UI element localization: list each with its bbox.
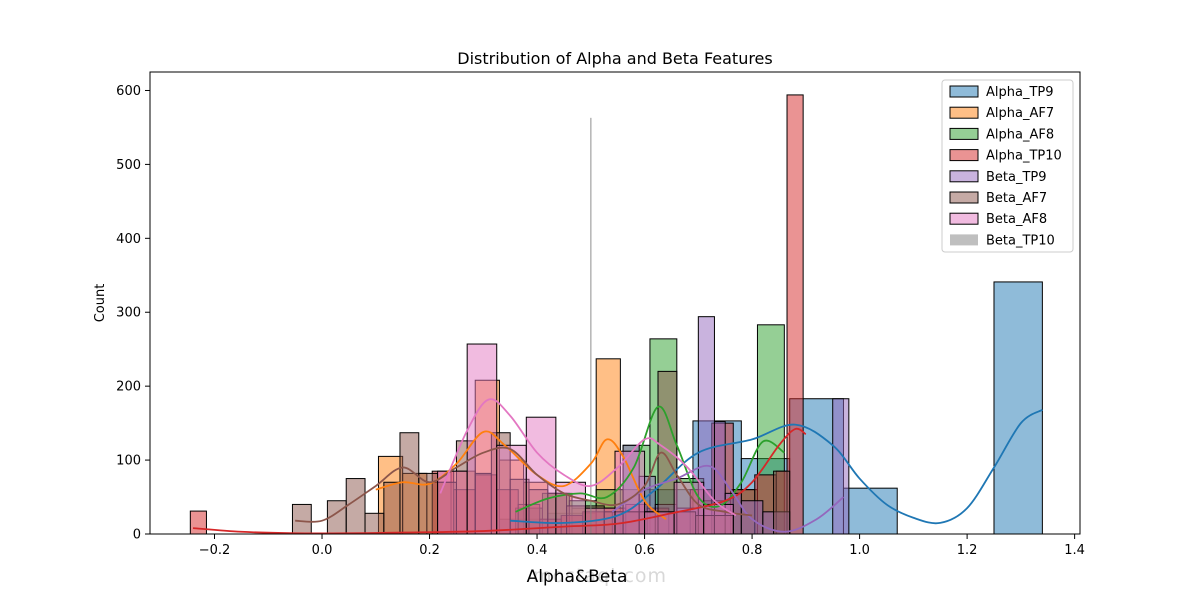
legend-label-Beta_TP10: Beta_TP10 (986, 233, 1055, 248)
kde-line-Beta_TP9 (611, 464, 845, 533)
kde-line-Alpha_AF8 (515, 405, 785, 513)
y-tick-label: 300 (116, 306, 141, 321)
axes-frame (149, 71, 1081, 535)
legend-swatch-Beta_TP10 (950, 234, 978, 246)
kde-layer (192, 398, 1043, 535)
bar-Beta_AF8-1 (466, 343, 498, 535)
x-tick-label: 1.2 (957, 543, 978, 558)
x-tick-label: 1.0 (849, 543, 870, 558)
y-axis-ticks: 0 100 200 300 400 500 600 (116, 84, 150, 543)
legend-swatch-Alpha_AF8 (949, 127, 979, 140)
kde-line-Beta_AF8 (439, 398, 737, 517)
bar-Alpha_TP9-7 (842, 487, 898, 535)
y-tick-label: 400 (116, 232, 141, 247)
legend-label-Alpha_TP9: Alpha_TP9 (986, 85, 1054, 100)
bar-Beta_AF7-3 (364, 512, 385, 535)
x-axis-ticks: −0.2 0.0 0.2 0.4 0.6 0.8 1.0 1.2 1.4 (199, 534, 1085, 558)
legend-label-Alpha_AF7: Alpha_AF7 (986, 106, 1054, 121)
legend-swatch-Beta_TP9 (949, 170, 979, 183)
legend-swatch-Beta_AF8 (949, 212, 979, 225)
x-axis-label: Alpha&Beta (527, 567, 628, 587)
legend: Alpha_TP9 Alpha_AF7 Alpha_AF8 Alpha_TP10 Bet… (941, 79, 1074, 253)
x-tick-label: 0.8 (742, 543, 763, 558)
x-tick-label: 0.0 (312, 543, 333, 558)
bar-Beta_TP10-0 (590, 117, 592, 535)
chart-title: Distribution of Alpha and Beta Features (457, 49, 772, 68)
bar-Alpha_TP10-18 (786, 94, 804, 535)
bar-Beta_AF7-23 (773, 470, 791, 535)
kde-line-Beta_AF7 (295, 446, 753, 523)
bar-Beta_AF7-0 (291, 503, 312, 535)
bar-Alpha_TP9-8 (993, 281, 1043, 535)
y-tick-label: 200 (116, 380, 141, 395)
y-tick-label: 100 (116, 454, 141, 469)
y-axis-label: Count (93, 284, 108, 323)
bar-Beta_AF7-4 (383, 481, 401, 535)
legend-label-Beta_AF7: Beta_AF7 (986, 191, 1047, 206)
y-tick-label: 500 (116, 158, 141, 173)
legend-swatch-Alpha_TP10 (949, 149, 979, 162)
y-tick-label: 0 (133, 528, 141, 543)
bar-Beta_AF7-2 (345, 478, 366, 535)
x-tick-label: 1.4 (1064, 543, 1085, 558)
legend-box (941, 79, 1074, 253)
legend-swatch-Beta_AF7 (949, 191, 979, 204)
x-tick-label: 0.2 (419, 543, 440, 558)
y-tick-label: 600 (116, 84, 141, 99)
x-tick-label: −0.2 (199, 543, 231, 558)
bar-Alpha_TP10-0 (189, 510, 207, 535)
legend-swatch-Alpha_AF7 (949, 106, 979, 119)
legend-swatch-Alpha_TP9 (949, 85, 979, 98)
bar-Beta_AF8-0 (437, 470, 468, 535)
kde-line-Alpha_TP9 (510, 409, 1043, 525)
x-tick-label: 0.6 (634, 543, 655, 558)
legend-label-Beta_TP9: Beta_TP9 (986, 170, 1047, 185)
kde-line-Alpha_TP10 (192, 427, 807, 535)
x-tick-label: 0.4 (527, 543, 548, 558)
bar-Beta_TP9-10 (832, 398, 850, 535)
watermark-text: mostaql.com (533, 565, 667, 587)
legend-label-Alpha_TP10: Alpha_TP10 (986, 149, 1062, 164)
bar-Beta_TP9-8 (740, 500, 764, 535)
bar-Beta_AF8-3 (525, 416, 557, 535)
legend-label-Alpha_AF8: Alpha_AF8 (986, 127, 1054, 142)
legend-label-Beta_AF8: Beta_AF8 (986, 212, 1047, 227)
legend-items: Alpha_TP9 Alpha_AF7 Alpha_AF8 Alpha_TP10 Bet… (949, 85, 1062, 248)
series-Beta_TP10-bars (590, 117, 592, 535)
